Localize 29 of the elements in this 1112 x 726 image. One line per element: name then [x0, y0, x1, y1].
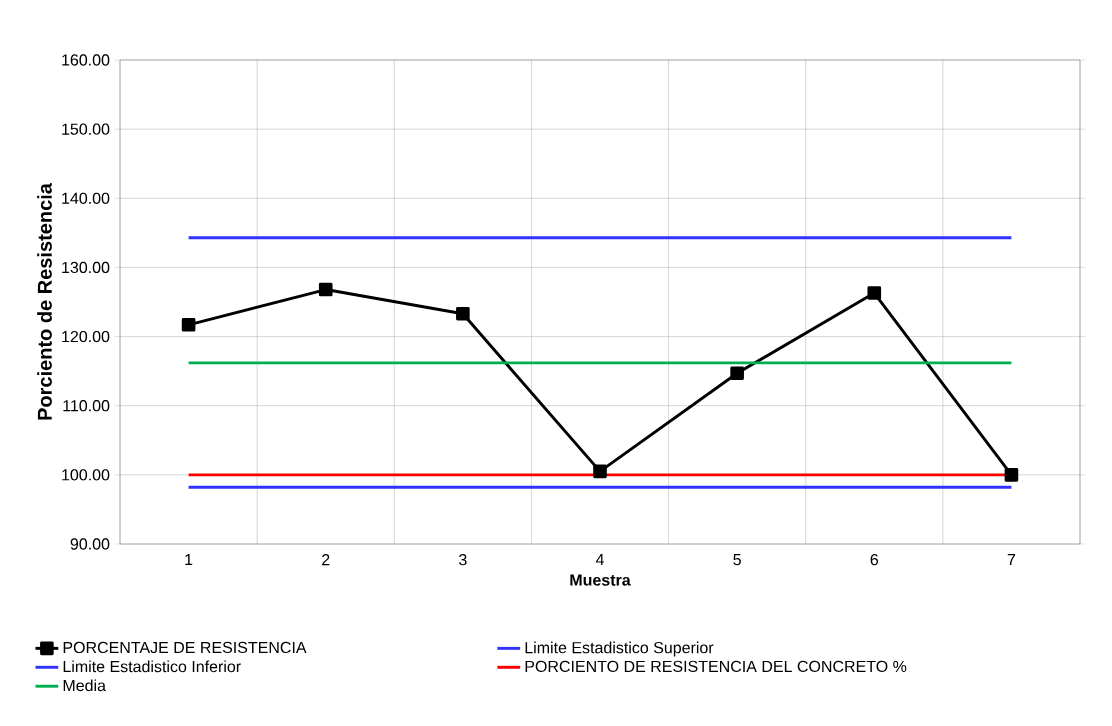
point — [867, 286, 882, 300]
point — [181, 318, 196, 332]
y-tick-label: 130.00 — [62, 261, 110, 274]
x-tick-label: 5 — [733, 554, 741, 566]
y-axis-title: Porciento de Resistencia — [37, 182, 52, 420]
y-tick-label: 100.00 — [62, 469, 110, 481]
y-tick-label: 160.00 — [62, 54, 110, 66]
x-axis-title: Muestra — [570, 574, 631, 586]
y-tick-label: 90.00 — [70, 538, 110, 550]
y-tick-label: 120.00 — [62, 330, 110, 343]
x-tick-label: 6 — [870, 554, 879, 566]
y-tick-label: 140.00 — [62, 192, 110, 204]
point — [730, 366, 744, 381]
legend-label: Limite Estadistico Inferior — [63, 660, 241, 673]
point — [593, 464, 607, 479]
point — [456, 306, 470, 321]
point — [318, 282, 333, 297]
legend-label: PORCENTAJE DE RESISTENCIA — [63, 641, 307, 654]
legend-label: Limite Estadistico Superior — [525, 641, 714, 657]
legend-label: Media — [63, 679, 106, 692]
x-tick-label: 7 — [1007, 554, 1016, 566]
x-tick-label: 1 — [185, 554, 193, 566]
y-tick-label: 150.00 — [62, 123, 110, 135]
legend-label: PORCIENTO DE RESISTENCIA DEL CONCRETO % — [525, 660, 907, 673]
x-tick-label: 2 — [322, 554, 330, 566]
x-tick-label: 4 — [595, 554, 604, 566]
x-tick-label: 3 — [459, 554, 467, 566]
point — [1004, 468, 1019, 482]
y-tick-label: 110.00 — [63, 400, 110, 412]
